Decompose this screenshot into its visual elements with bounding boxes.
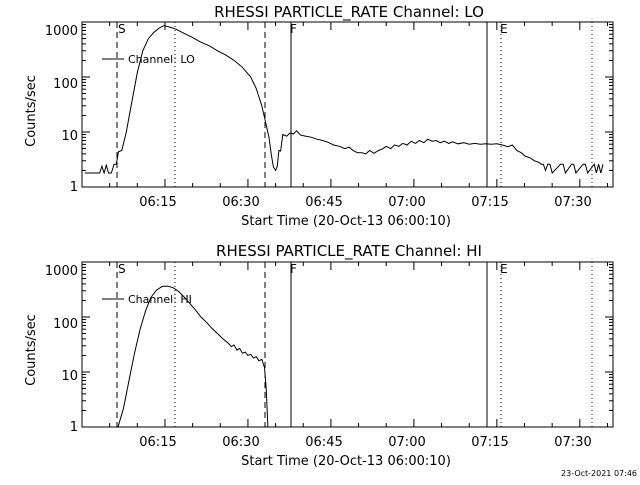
panel-hi-ytick-label-100: 100 xyxy=(53,317,78,332)
panel-hi-ytick-label-1000: 1000 xyxy=(45,264,78,279)
panel-lo-marker-label-e: E xyxy=(500,22,508,36)
panel-lo-ytick-label-1000: 1000 xyxy=(45,24,78,39)
panel-hi-marker-label-e: E xyxy=(500,262,508,276)
panel-lo-xtick-label-0700: 07:00 xyxy=(388,195,425,210)
panel-lo-xlabel: Start Time (20-Oct-13 06:00:10) xyxy=(241,214,451,229)
panel-hi-xtick-label-0715: 07:15 xyxy=(471,435,508,450)
panel-hi-y-ticks xyxy=(82,261,613,428)
panel-hi-markers: S F E xyxy=(116,262,593,427)
panel-lo-xtick-label-0645: 06:45 xyxy=(305,195,342,210)
panel-lo-y-tick-labels: 1 10 100 1000 xyxy=(45,24,78,195)
panel-lo-title: RHESSI PARTICLE_RATE Channel: LO xyxy=(214,3,484,22)
panel-hi-axes-frame xyxy=(81,261,614,428)
panel-lo-xtick-label-0715: 07:15 xyxy=(471,195,508,210)
panel-hi-legend-label: Channel: HI xyxy=(128,293,192,306)
panel-hi-ylabel: Counts/sec xyxy=(24,314,39,386)
panel-hi-xtick-label-0645: 06:45 xyxy=(305,435,342,450)
panel-lo-series-line xyxy=(84,25,604,175)
panel-lo-y-ticks xyxy=(82,21,613,188)
panel-lo-ytick-label-1: 1 xyxy=(70,180,78,195)
panel-lo-axes-frame xyxy=(81,21,614,188)
panel-hi-xlabel: Start Time (20-Oct-13 06:00:10) xyxy=(241,454,451,469)
panel-hi-series-line xyxy=(117,285,269,428)
panel-hi-title: RHESSI PARTICLE_RATE Channel: HI xyxy=(216,242,482,261)
panel-hi-legend: Channel: HI xyxy=(102,293,192,306)
panel-lo: RHESSI PARTICLE_RATE Channel: LO Counts/… xyxy=(24,3,614,229)
panel-hi-marker-label-f: F xyxy=(290,262,297,276)
panel-lo-marker-label-s: S xyxy=(118,22,126,36)
panel-lo-xtick-label-0630: 06:30 xyxy=(222,195,259,210)
panel-lo-x-tick-labels: 06:15 06:30 06:45 07:00 07:15 07:30 xyxy=(139,195,591,210)
panel-lo-legend-label: Channel: LO xyxy=(128,53,195,66)
panel-lo-ytick-label-100: 100 xyxy=(53,77,78,92)
panel-hi-ytick-label-1: 1 xyxy=(70,420,78,435)
footer-timestamp: 23-Oct-2021 07:46 xyxy=(561,469,637,478)
panel-hi-xtick-label-0615: 06:15 xyxy=(139,435,176,450)
panel-hi: RHESSI PARTICLE_RATE Channel: HI Counts/… xyxy=(24,242,614,469)
panel-hi-xtick-label-0730: 07:30 xyxy=(554,435,591,450)
panel-hi-x-ticks xyxy=(81,262,608,427)
panel-hi-ytick-label-10: 10 xyxy=(61,369,78,384)
panel-lo-ytick-label-10: 10 xyxy=(61,129,78,144)
panel-hi-xtick-label-0700: 07:00 xyxy=(388,435,425,450)
panel-lo-x-ticks xyxy=(81,22,608,187)
panel-hi-xtick-label-0630: 06:30 xyxy=(222,435,259,450)
panel-hi-marker-label-s: S xyxy=(118,262,126,276)
panel-lo-legend: Channel: LO xyxy=(102,53,195,66)
panel-hi-y-tick-labels: 1 10 100 1000 xyxy=(45,264,78,435)
panel-lo-xtick-label-0730: 07:30 xyxy=(554,195,591,210)
panel-hi-x-tick-labels: 06:15 06:30 06:45 07:00 07:15 07:30 xyxy=(139,435,591,450)
panel-lo-ylabel: Counts/sec xyxy=(24,75,39,147)
panel-lo-markers: S F E xyxy=(116,22,593,187)
panel-lo-marker-label-f: F xyxy=(290,22,297,36)
panel-lo-xtick-label-0615: 06:15 xyxy=(139,195,176,210)
